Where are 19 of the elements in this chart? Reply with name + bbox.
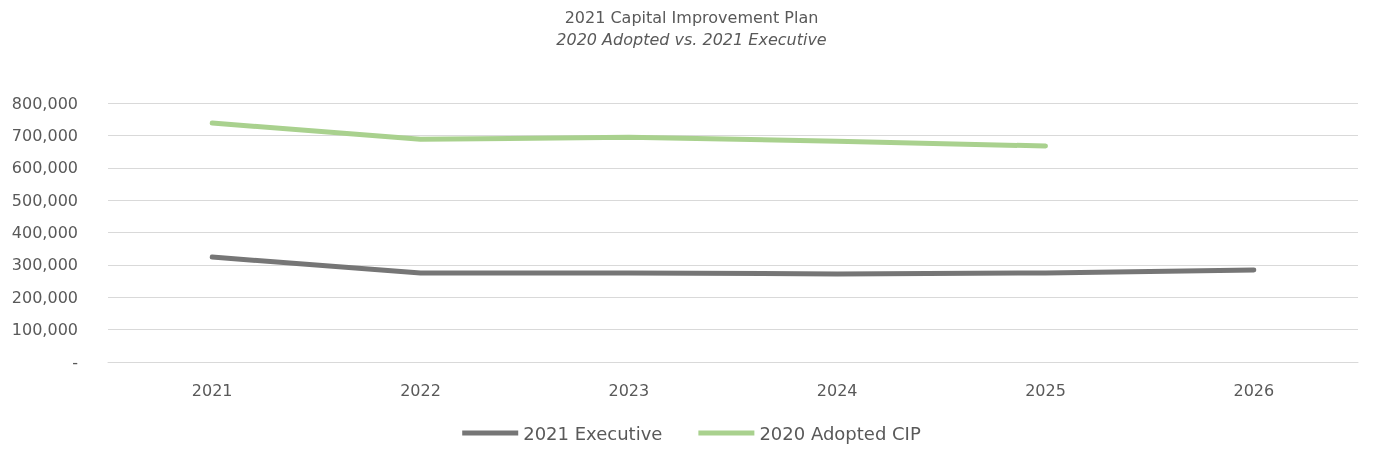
chart-subtitle: 2020 Adopted vs. 2021 Executive <box>556 29 827 49</box>
y-tick-label: 700,000 <box>11 125 78 145</box>
y-tick-label: 400,000 <box>11 223 78 242</box>
y-tick-label: 200,000 <box>11 287 78 307</box>
x-tick-label: 2022 <box>400 380 441 400</box>
x-tick-label: 2021 <box>191 380 233 400</box>
y-tick-label: 100,000 <box>11 320 78 340</box>
x-tick-label: 2023 <box>608 380 650 400</box>
y-tick-label: 300,000 <box>11 255 78 275</box>
y-tick-label: 800,000 <box>11 93 78 113</box>
legend-label: 2020 Adopted CIP <box>759 422 921 444</box>
y-tick-label: 500,000 <box>11 190 78 210</box>
chart-title: 2021 Capital Improvement Plan <box>564 7 819 27</box>
x-tick-label: 2026 <box>1233 380 1275 400</box>
x-tick-label: 2024 <box>816 380 858 400</box>
x-tick-label: 2025 <box>1025 380 1066 400</box>
y-tick-label: - <box>72 352 78 372</box>
y-tick-label: 600,000 <box>11 158 78 178</box>
legend-label: 2021 Executive <box>523 422 663 444</box>
